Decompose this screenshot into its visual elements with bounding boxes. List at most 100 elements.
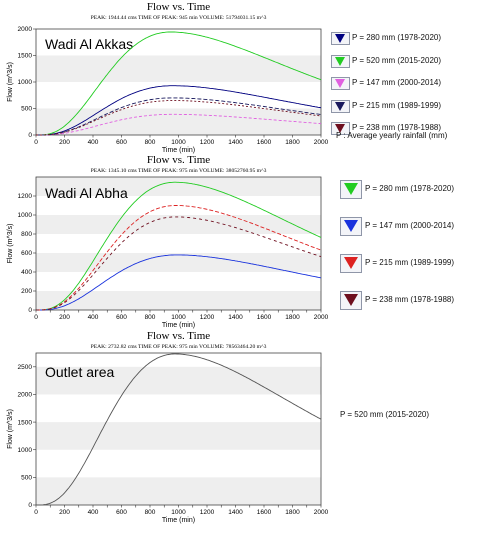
y-tick-label: 500 — [21, 475, 32, 482]
chart-subtitle: PEAK: 2732.82 cms TIME OF PEAK: 975 min … — [91, 344, 267, 350]
y-tick-label: 2000 — [18, 392, 33, 399]
y-tick-label: 2000 — [18, 26, 33, 33]
x-tick-label: 400 — [88, 509, 99, 516]
x-tick-label: 400 — [88, 139, 99, 146]
triangle-down-icon — [335, 34, 345, 43]
legend-label: P = 215 mm (1989-1999) — [352, 100, 442, 110]
plot-area — [36, 177, 321, 310]
y-tick-label: 200 — [21, 288, 32, 295]
series-line — [36, 181, 322, 311]
series-line — [36, 100, 322, 136]
chart-title: Flow vs. Time — [147, 154, 210, 166]
triangle-down-icon — [344, 220, 358, 232]
x-tick-label: 1200 — [200, 139, 215, 146]
y-tick-label: 500 — [21, 106, 32, 113]
x-tick-label: 1400 — [228, 139, 243, 146]
series-line — [36, 97, 322, 136]
x-tick-label: 2000 — [314, 139, 329, 146]
x-tick-label: 1000 — [171, 314, 186, 321]
chart-subtitle: PEAK: 1345.10 cms TIME OF PEAK: 975 min … — [91, 168, 267, 174]
chart-title: Flow vs. Time — [147, 330, 210, 342]
legend-label: P = 280 mm (1978-2020) — [365, 184, 455, 193]
chart-2: Flow vs. Time PEAK: 1345.10 cms TIME OF P… — [7, 154, 329, 329]
y-tick-label: 0 — [28, 307, 32, 314]
triangle-down-icon — [335, 101, 345, 111]
y-axis-label: Flow (m^3/s) — [7, 409, 14, 449]
y-tick-label: 1200 — [18, 193, 33, 200]
grid-band — [36, 366, 321, 395]
legend-label: P = 238 mm (1978-1988) — [352, 123, 442, 132]
legend-note: P : Average yearly rainfall (mm) — [336, 131, 448, 140]
legend-outlet-area: P = 520 mm (2015-2020) — [340, 410, 430, 419]
grid-band — [36, 108, 321, 135]
y-tick-label: 600 — [21, 250, 32, 257]
legend-swatch-icon — [331, 77, 350, 90]
x-tick-label: 1800 — [285, 139, 300, 146]
legend-swatch-icon — [331, 122, 350, 135]
x-tick-label: 0 — [34, 139, 38, 146]
legend-swatch-icon — [340, 217, 362, 236]
triangle-down-icon — [344, 257, 358, 269]
chart-1: Flow vs. Time PEAK: 1944.44 cms TIME OF P… — [7, 1, 329, 154]
x-axis-label: Time (min) — [162, 517, 195, 524]
y-tick-label: 2500 — [18, 364, 33, 371]
triangle-down-icon — [335, 124, 345, 133]
grid-band — [36, 55, 321, 82]
y-tick-label: 400 — [21, 269, 32, 276]
x-tick-label: 1600 — [257, 509, 272, 516]
series-line — [36, 205, 322, 311]
x-tick-label: 600 — [116, 509, 127, 516]
y-tick-label: 1500 — [18, 53, 33, 60]
x-tick-label: 200 — [59, 509, 70, 516]
legend-label: P = 147 mm (2000-2014) — [352, 78, 442, 87]
x-tick-label: 1000 — [171, 139, 186, 146]
legend-swatch-icon — [331, 32, 350, 45]
x-tick-label: 1000 — [171, 509, 186, 516]
x-tick-label: 0 — [34, 509, 38, 516]
legend-swatch-icon — [340, 254, 362, 273]
legend-swatch-icon — [340, 291, 362, 310]
series-line — [36, 85, 322, 136]
x-tick-label: 1800 — [285, 509, 300, 516]
x-tick-label: 400 — [88, 314, 99, 321]
grid-band — [36, 291, 321, 310]
x-tick-label: 1200 — [200, 314, 215, 321]
region-label: Wadi Al Akkas — [45, 36, 133, 52]
chart-subtitle: PEAK: 1944.44 cms TIME OF PEAK: 945 min … — [91, 15, 267, 21]
legend-label: P = 215 mm (1989-1999) — [365, 258, 455, 267]
x-tick-label: 1400 — [228, 314, 243, 321]
legend-swatch-icon — [331, 99, 350, 113]
legend-label: P = 520 mm (2015-2020) — [352, 55, 442, 65]
triangle-down-icon — [344, 294, 358, 306]
x-tick-label: 0 — [34, 314, 38, 321]
legend-swatch-icon — [340, 180, 362, 199]
series-line — [36, 216, 322, 311]
grid-band — [36, 177, 321, 196]
x-tick-label: 600 — [116, 139, 127, 146]
chart-3: Flow vs. Time PEAK: 2732.82 cms TIME OF P… — [7, 330, 329, 524]
legend-label: P = 147 mm (2000-2014) — [365, 221, 455, 230]
x-tick-label: 1800 — [285, 314, 300, 321]
x-axis-label: Time (min) — [162, 322, 195, 329]
triangle-down-icon — [335, 79, 345, 88]
y-tick-label: 1000 — [18, 79, 33, 86]
region-label: Outlet area — [45, 364, 114, 380]
legend-swatch-icon — [331, 54, 350, 68]
grid-band — [36, 477, 321, 505]
x-tick-label: 1600 — [257, 314, 272, 321]
y-tick-label: 1500 — [18, 419, 33, 426]
legend-label: P = 238 mm (1978-1988) — [365, 295, 455, 304]
region-label: Wadi Al Abha — [45, 185, 128, 201]
y-tick-label: 1000 — [18, 447, 33, 454]
x-tick-label: 600 — [116, 314, 127, 321]
x-tick-label: 800 — [145, 509, 156, 516]
x-tick-label: 1200 — [200, 509, 215, 516]
y-axis-label: Flow (m^3/s) — [7, 62, 14, 102]
grid-band — [36, 422, 321, 450]
x-tick-label: 200 — [59, 139, 70, 146]
triangle-down-icon — [344, 183, 358, 195]
y-tick-label: 0 — [28, 502, 32, 509]
x-tick-label: 2000 — [314, 314, 329, 321]
y-tick-label: 800 — [21, 231, 32, 238]
series-line — [36, 31, 322, 136]
